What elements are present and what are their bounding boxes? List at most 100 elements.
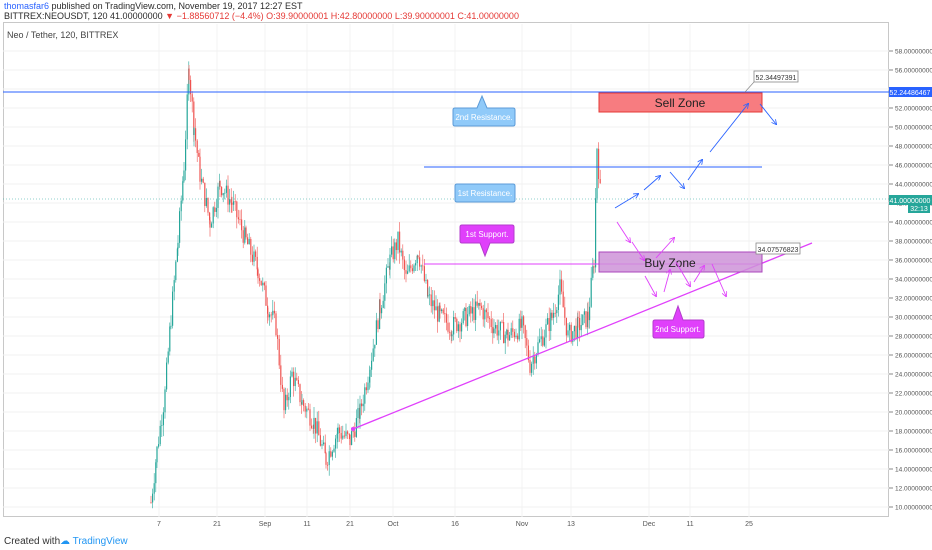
candle-body [345, 431, 347, 437]
candle-body [256, 256, 258, 270]
candle-body [204, 182, 206, 207]
callout-first-support[interactable]: 1st Support. [459, 224, 515, 258]
candle-body [309, 409, 311, 426]
candle-body [217, 186, 219, 208]
candle-body [347, 431, 349, 434]
candle-body [467, 314, 469, 327]
candle-body [225, 185, 227, 193]
candle-body [475, 301, 477, 320]
callout-second-support[interactable]: 2nd Support. [652, 304, 705, 339]
callout-second-resistance[interactable]: 2nd Resistance. [452, 94, 516, 127]
candle-body [442, 309, 444, 314]
projection-arrow-up [614, 194, 638, 209]
candle-body [173, 280, 175, 292]
candle-body [392, 246, 394, 260]
candle-body [531, 363, 533, 373]
candle-body [371, 360, 373, 370]
candle-body [369, 369, 371, 377]
candle-body [359, 403, 361, 419]
candle-body [342, 435, 344, 439]
time-tick-label: 21 [346, 521, 354, 528]
candle-body [244, 227, 246, 243]
candle-body [299, 384, 301, 403]
first-resistance-label: 1st Resistance. [458, 189, 513, 198]
candle-body [493, 328, 495, 334]
bullish-projection-arrows[interactable] [614, 104, 776, 209]
candle-body [437, 306, 439, 322]
candle-body [362, 403, 364, 407]
price-tick-label: 24.00000000 [895, 372, 932, 379]
candle-body [176, 248, 178, 262]
projection-arrow-down [616, 221, 630, 242]
candle-body [285, 394, 287, 411]
candle-body [479, 302, 481, 306]
candle-body [297, 380, 299, 385]
candle-body [158, 444, 160, 447]
chart-pane[interactable] [3, 22, 889, 517]
candle-body [550, 312, 552, 332]
candle-body [450, 332, 452, 337]
projection-arrow-up [643, 176, 660, 191]
time-axis[interactable]: 7 21 Sep 11 21 Oct 16 Nov 13 Dec 11 25 [157, 521, 753, 528]
candle-body [193, 101, 195, 136]
candle-body [471, 307, 473, 314]
candle-body [307, 408, 309, 410]
candle-body [242, 230, 244, 243]
candle-body [582, 314, 584, 325]
candle-body [336, 433, 338, 439]
countdown-marker-label: 32:13 [910, 206, 928, 213]
chart-title: Neo / Tether, 120, BITTREX [7, 30, 119, 40]
candle-body [331, 451, 333, 457]
candle-body [517, 335, 519, 340]
publish-info: published on TradingView.com, November 1… [51, 1, 303, 11]
ascending-trendline[interactable] [352, 242, 813, 430]
candle-body [589, 306, 591, 321]
projection-arrow-up [693, 266, 704, 283]
candle-body [375, 320, 377, 345]
candle-body [441, 309, 443, 312]
candle-body [384, 283, 386, 301]
buy-zone-label: Buy Zone [644, 256, 696, 270]
price-tick-label: 40.00000000 [895, 220, 932, 227]
candle-body [445, 313, 447, 323]
last-price: 41.00000000 [110, 11, 163, 21]
callout-first-resistance[interactable]: 1st Resistance. [454, 183, 516, 203]
candle-body [537, 342, 539, 355]
candle-body [164, 399, 166, 413]
candle-body [513, 331, 515, 338]
price-label-top-box[interactable] [753, 70, 799, 83]
bearish-projection-arrows[interactable] [616, 221, 726, 296]
price-tick-label: 58.00000000 [895, 49, 932, 56]
author-link[interactable]: thomasfar6 [4, 1, 50, 11]
candle-body [312, 428, 314, 429]
candle-body [498, 330, 500, 336]
candle-body [291, 371, 293, 377]
trendline-anchor-start[interactable] [351, 427, 355, 431]
low-value: L:39.90000001 [394, 11, 455, 21]
last-price-marker [889, 195, 932, 205]
candle-body [512, 328, 514, 332]
candle-body [186, 94, 188, 140]
candle-body [408, 265, 410, 272]
first-support-label: 1st Support. [465, 230, 508, 239]
candle-body [402, 250, 404, 260]
price-axis[interactable]: 58.0000000056.0000000054.0000000052.0000… [889, 49, 932, 512]
candle-body [476, 301, 478, 306]
candle-body [156, 446, 158, 463]
price-tick-label: 26.00000000 [895, 353, 932, 360]
candle-body [572, 331, 574, 342]
projection-arrow-down [675, 261, 690, 286]
resistance-price-marker-label: 52.24486467 [890, 90, 931, 97]
candle-body [231, 202, 233, 205]
candle-body [182, 181, 184, 201]
tradingview-logo-icon[interactable]: ☁ TradingView [60, 536, 128, 547]
sell-zone-box[interactable] [598, 92, 763, 113]
candle-body [164, 389, 166, 400]
candle-body [185, 139, 187, 171]
candle-body [377, 320, 379, 329]
candle-body [385, 267, 387, 284]
candle-body [207, 197, 209, 213]
price-label-buy-box[interactable] [755, 242, 801, 255]
candle-body [501, 321, 503, 323]
